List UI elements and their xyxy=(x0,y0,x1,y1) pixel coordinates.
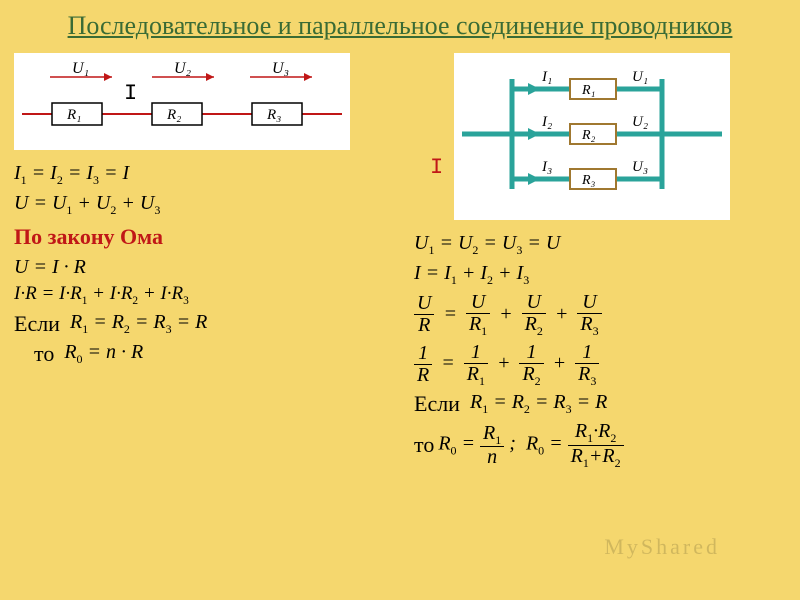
page-title: Последовательное и параллельное соединен… xyxy=(0,0,800,45)
svg-text:I₁: I₁ xyxy=(541,69,552,85)
watermark: MyShared xyxy=(604,534,720,560)
parallel-current-i: I xyxy=(430,155,443,180)
series-column: U₁ U₂ U₃ R₁ R₂ R₃ I xyxy=(0,45,400,477)
parallel-then-row: то R0 = R1n ; R0 = R1·R2R1+R2 xyxy=(414,421,786,469)
series-eq-ohm: U = I · R xyxy=(14,256,386,279)
svg-text:U₁: U₁ xyxy=(632,69,648,85)
parallel-eq-frac-u: UR = UR1 + UR2 + UR3 xyxy=(414,292,786,338)
series-eq-expand: I·R = I·R1 + I·R2 + I·R3 xyxy=(14,283,386,307)
parallel-eq-frac-1: 1R = 1R1 + 1R2 + 1R3 xyxy=(414,342,786,388)
parallel-eq-current: I = I1 + I2 + I3 xyxy=(414,262,786,288)
ohm-law-label: По закону Ома xyxy=(14,224,386,250)
parallel-column: I₁ U₁ I₂ U₂ I₃ U₃ R₁ R₂ R₃ I U1 = U2 = U3 =… xyxy=(400,45,800,477)
svg-text:U₃: U₃ xyxy=(632,159,648,175)
series-then-row: то R0 = n · R xyxy=(14,341,386,367)
series-diagram: U₁ U₂ U₃ R₁ R₂ R₃ I xyxy=(14,53,350,150)
svg-text:U₂: U₂ xyxy=(632,114,648,130)
series-eq-voltage: U = U1 + U2 + U3 xyxy=(14,192,386,218)
svg-text:I₃: I₃ xyxy=(541,159,552,175)
parallel-circuit-svg: I₁ U₁ I₂ U₂ I₃ U₃ R₁ R₂ R₃ xyxy=(462,59,722,209)
series-eq-current: I1 = I2 = I3 = I xyxy=(14,162,386,188)
columns: U₁ U₂ U₃ R₁ R₂ R₃ I xyxy=(0,45,800,477)
parallel-then-label: то xyxy=(414,432,434,458)
svg-text:R₂: R₂ xyxy=(581,128,596,143)
series-if-row: Если R1 = R2 = R3 = R xyxy=(14,311,386,337)
svg-text:R₁: R₁ xyxy=(66,107,81,123)
series-current-i: I xyxy=(124,81,137,106)
series-u2: U₂ xyxy=(174,60,192,77)
parallel-eq-voltage: U1 = U2 = U3 = U xyxy=(414,232,786,258)
svg-text:R₁: R₁ xyxy=(581,83,595,98)
series-if-label: Если xyxy=(14,311,60,337)
svg-text:R₃: R₃ xyxy=(266,107,281,123)
series-circuit-svg: U₁ U₂ U₃ R₁ R₂ R₃ I xyxy=(22,59,342,139)
series-then-label: то xyxy=(34,341,54,367)
svg-text:R₂: R₂ xyxy=(166,107,181,123)
series-u1: U₁ xyxy=(72,60,89,77)
parallel-if-row: Если R1 = R2 = R3 = R xyxy=(414,391,786,417)
svg-text:R₃: R₃ xyxy=(581,173,596,188)
parallel-if-label: Если xyxy=(414,391,460,417)
svg-text:I₂: I₂ xyxy=(541,114,552,130)
series-u3: U₃ xyxy=(272,60,289,77)
parallel-diagram: I₁ U₁ I₂ U₂ I₃ U₃ R₁ R₂ R₃ xyxy=(454,53,730,220)
